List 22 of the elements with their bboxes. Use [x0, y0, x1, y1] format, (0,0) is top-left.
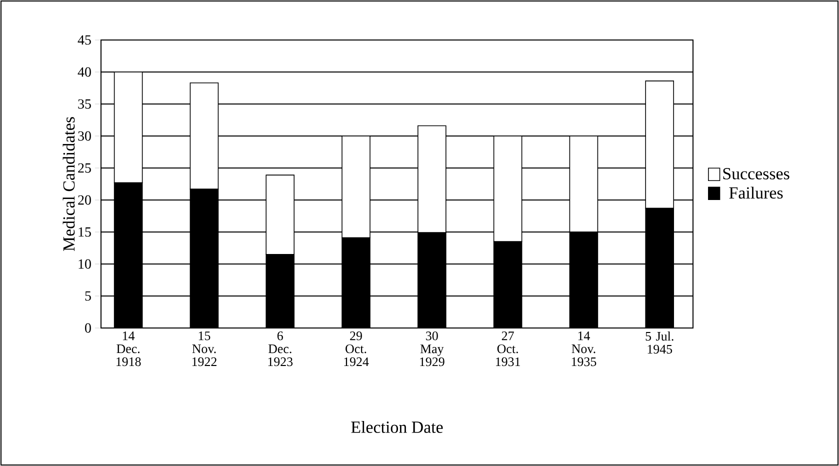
x-tick-label: 6 Dec. 1923 — [268, 332, 293, 366]
y-tick-label: 10 — [78, 259, 91, 269]
x-tick-label: 14 Nov. 1935 — [572, 332, 596, 366]
y-tick-label: 30 — [78, 131, 91, 141]
y-tick-label: 5 — [85, 291, 91, 301]
x-axis-title: Election Date — [351, 421, 443, 433]
x-tick-label: 29 Oct. 1924 — [344, 332, 369, 366]
y-tick-label: 25 — [78, 163, 91, 173]
x-tick-label: 30 May 1929 — [420, 332, 444, 366]
x-tick-label: 14 Dec. 1918 — [116, 332, 141, 366]
y-tick-label: 40 — [78, 67, 91, 77]
x-tick-label: 5 Jul. 1945 — [646, 332, 674, 354]
legend-label: Successes — [723, 168, 790, 180]
legend-label: Failures — [729, 186, 783, 199]
y-tick-label: 0 — [85, 323, 91, 333]
y-tick-label: 45 — [78, 35, 91, 45]
y-axis-title: Medical Candidates — [62, 117, 75, 252]
y-tick-label: 15 — [78, 227, 91, 237]
y-tick-label: 20 — [78, 195, 91, 205]
x-tick-label: 15 Nov. 1922 — [192, 332, 216, 366]
x-tick-label: 27 Oct. 1931 — [496, 332, 520, 366]
y-tick-label: 35 — [78, 99, 91, 109]
